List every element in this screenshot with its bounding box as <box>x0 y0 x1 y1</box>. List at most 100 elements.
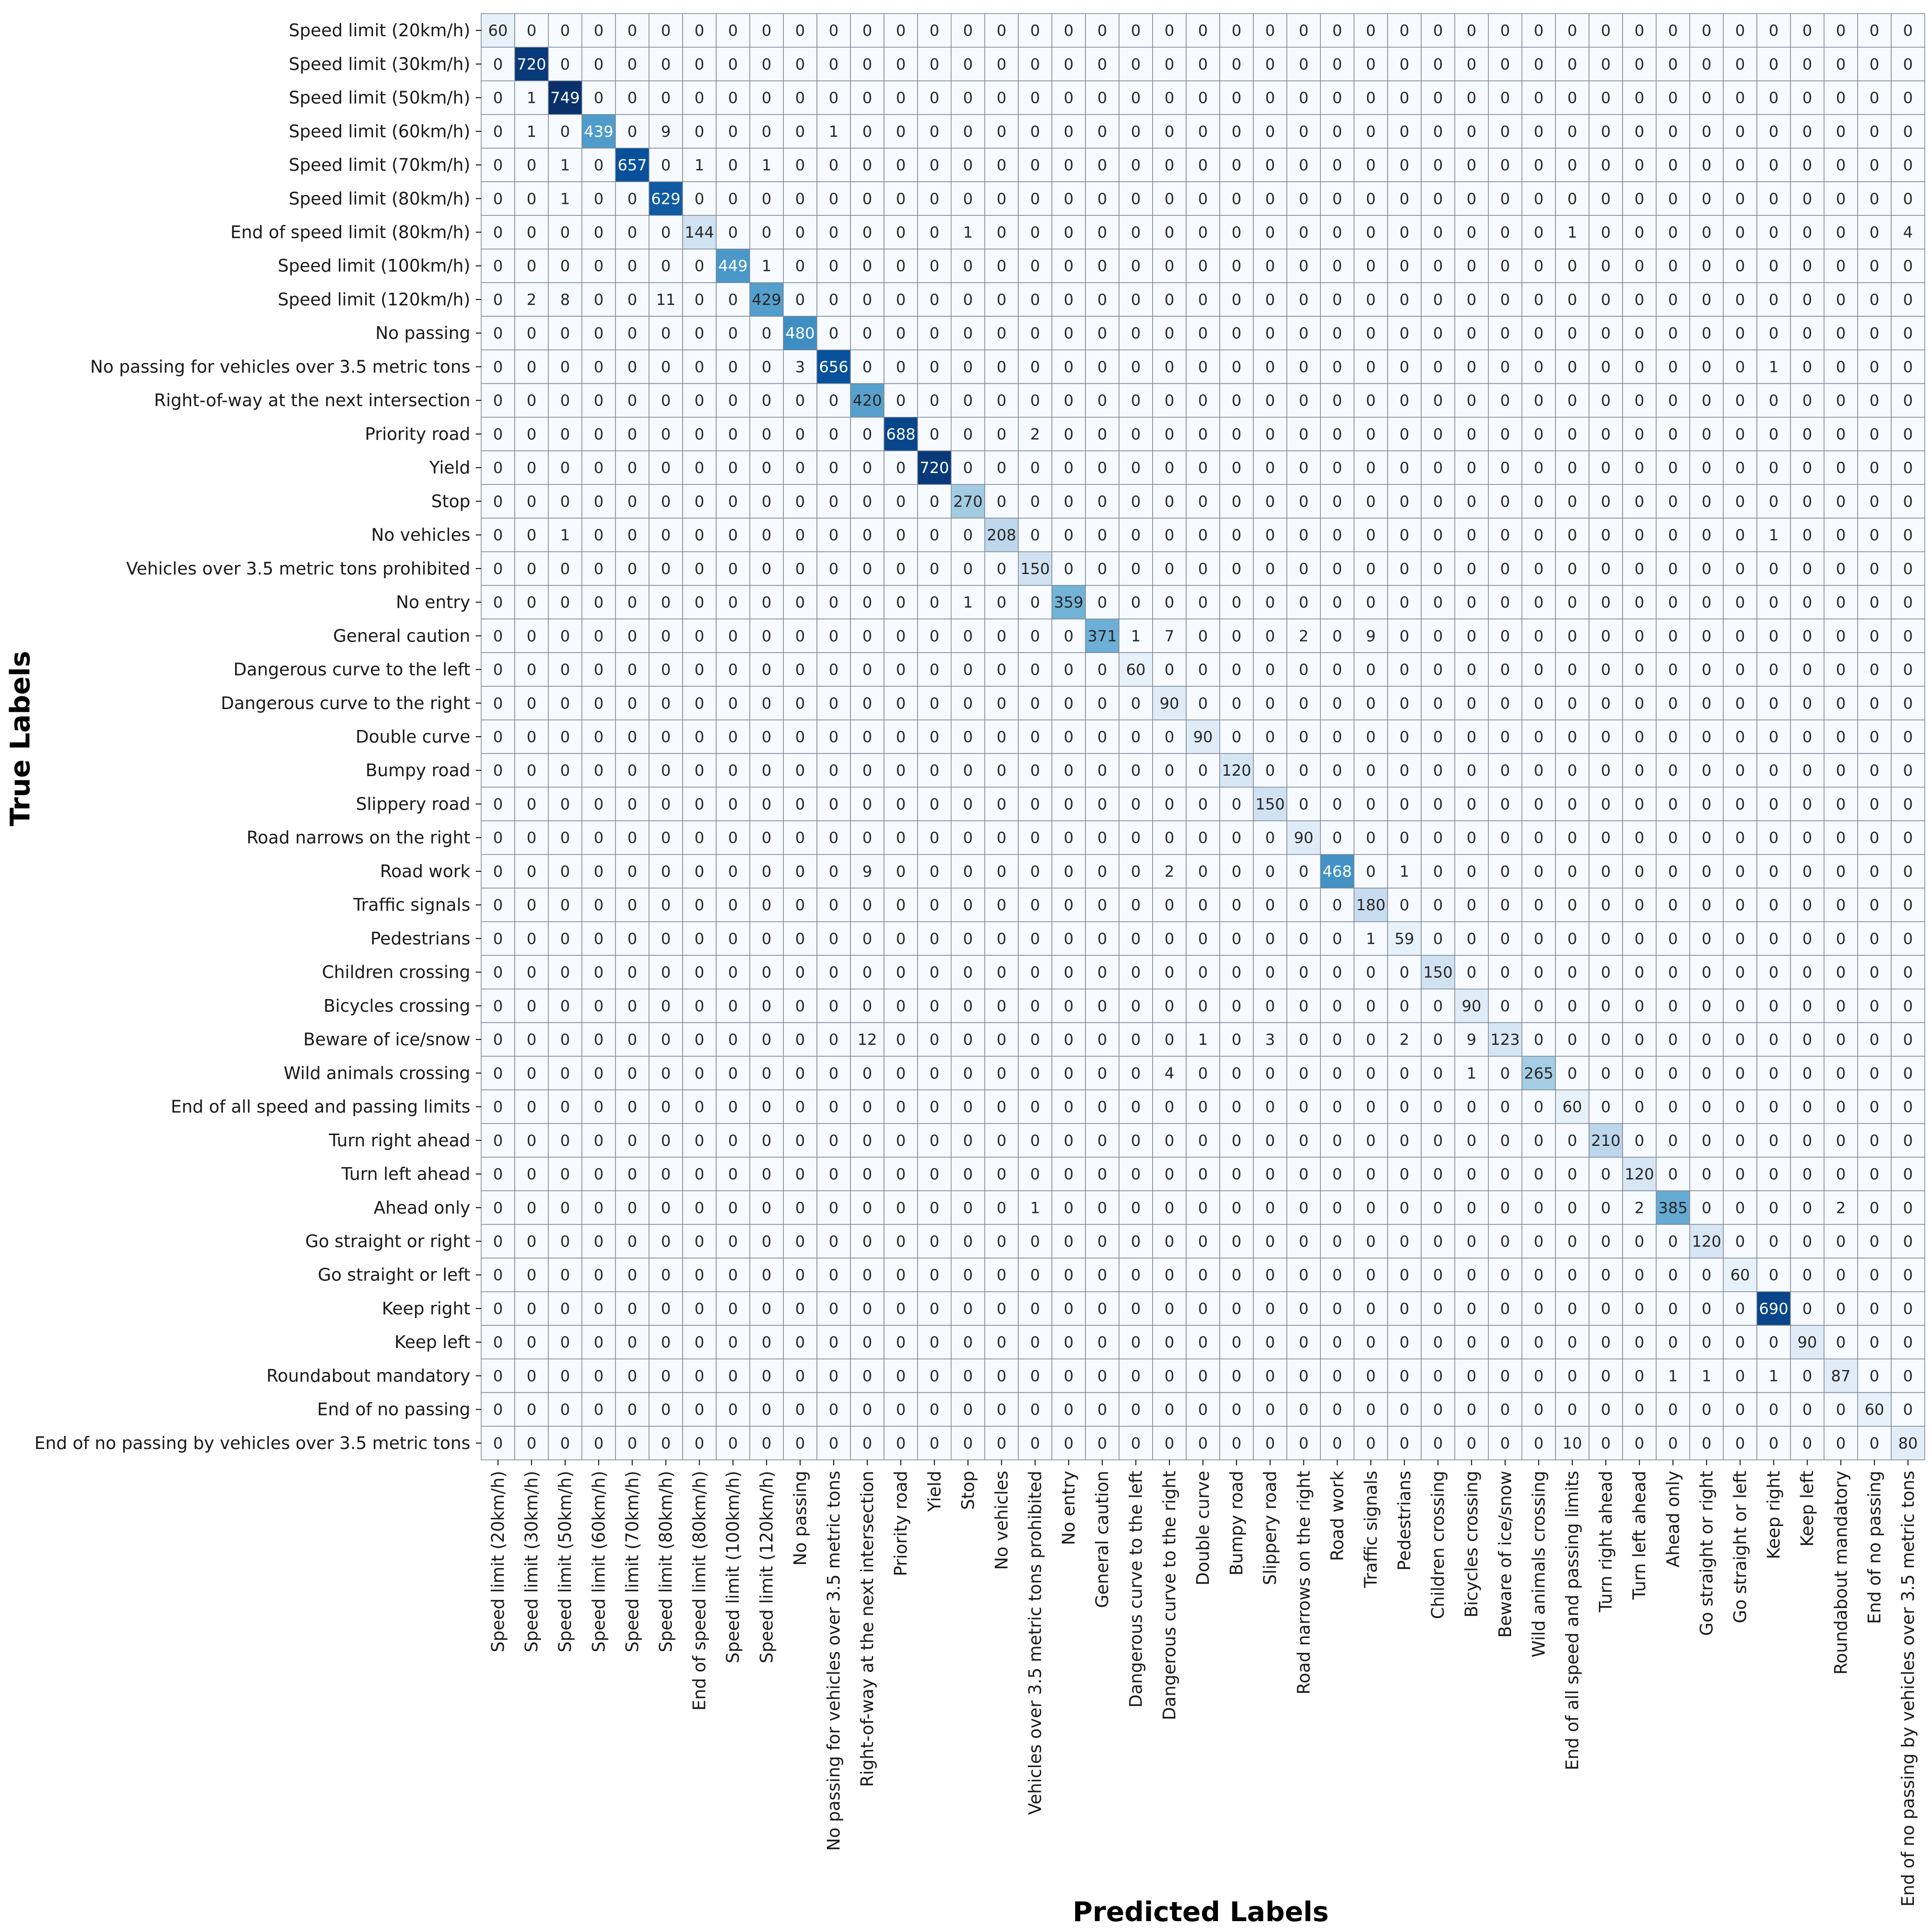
cell-value-label: 0 <box>1668 291 1678 309</box>
cell-value-label: 0 <box>1500 896 1510 914</box>
y-tick-label: Speed limit (70km/h) <box>289 155 470 175</box>
cell-value-label: 0 <box>628 997 638 1015</box>
cell-value-label: 0 <box>1903 291 1913 309</box>
cell-value-label: 0 <box>1534 89 1544 107</box>
cell-value-label: 0 <box>963 997 973 1015</box>
cell-value-label: 0 <box>1702 594 1712 612</box>
cell-value-label: 0 <box>1836 257 1846 275</box>
cell-value-label: 0 <box>1668 896 1678 914</box>
cell-value-label: 0 <box>1802 1300 1812 1318</box>
cell-value-label: 0 <box>1467 795 1477 813</box>
cell-value-label: 0 <box>1769 493 1779 511</box>
cell-value-label: 0 <box>1433 1333 1443 1352</box>
cell-value-label: 150 <box>1423 964 1453 982</box>
cell-value-label: 0 <box>594 22 604 40</box>
heatmap-cell <box>548 349 583 384</box>
cell-value-label: 0 <box>1265 896 1275 914</box>
heatmap-cell <box>1790 248 1825 283</box>
cell-value-label: 9 <box>661 123 671 141</box>
cell-value-label: 0 <box>1433 1300 1443 1318</box>
cell-value-label: 0 <box>1567 930 1577 948</box>
cell-value-label: 0 <box>1836 829 1846 847</box>
cell-value-label: 270 <box>953 493 983 511</box>
cell-value-label: 0 <box>929 964 939 982</box>
x-tick-label: Double curve <box>1193 1471 1213 1585</box>
cell-value-label: 0 <box>1265 89 1275 107</box>
cell-value-label: 0 <box>1366 762 1376 780</box>
heatmap-cell <box>984 47 1019 82</box>
cell-value-label: 0 <box>1299 863 1309 881</box>
cell-value-label: 0 <box>1097 1333 1107 1352</box>
y-tick-label: Vehicles over 3.5 metric tons prohibited <box>126 559 470 579</box>
cell-value-label: 0 <box>795 627 805 645</box>
cell-value-label: 0 <box>728 89 738 107</box>
heatmap-cell <box>917 13 952 48</box>
cell-value-label: 0 <box>1366 22 1376 40</box>
cell-value-label: 0 <box>1903 1165 1913 1183</box>
cell-value-label: 0 <box>1064 493 1074 511</box>
cell-value-label: 0 <box>1265 257 1275 275</box>
cell-value-label: 0 <box>1802 627 1812 645</box>
cell-value-label: 0 <box>661 1031 671 1049</box>
cell-value-label: 0 <box>1869 997 1879 1015</box>
cell-value-label: 0 <box>1232 1300 1241 1318</box>
cell-value-label: 0 <box>1668 1300 1678 1318</box>
cell-value-label: 0 <box>1634 358 1644 376</box>
cell-value-label: 657 <box>618 156 647 174</box>
cell-value-label: 0 <box>1769 1232 1779 1251</box>
cell-value-label: 0 <box>1836 392 1846 410</box>
cell-value-label: 0 <box>1433 224 1443 242</box>
cell-value-label: 0 <box>1366 224 1376 242</box>
cell-value-label: 720 <box>517 55 546 73</box>
cell-value-label: 0 <box>896 257 906 275</box>
cell-value-label: 0 <box>493 526 503 545</box>
cell-value-label: 0 <box>762 1199 772 1217</box>
cell-value-label: 429 <box>752 291 781 309</box>
cell-value-label: 0 <box>1265 1333 1275 1352</box>
cell-value-label: 0 <box>1735 896 1745 914</box>
cell-value-label: 0 <box>1299 1098 1309 1116</box>
cell-value-label: 0 <box>929 358 939 376</box>
heatmap-cell <box>1656 148 1690 182</box>
heatmap-cell <box>1521 47 1556 82</box>
cell-value-label: 0 <box>1198 829 1208 847</box>
cell-value-label: 0 <box>1265 493 1275 511</box>
cell-value-label: 0 <box>594 930 604 948</box>
cell-value-label: 0 <box>896 459 906 477</box>
cell-value-label: 0 <box>695 1435 705 1453</box>
cell-value-label: 0 <box>1903 156 1913 174</box>
heatmap-cell <box>1085 181 1120 216</box>
heatmap-cell <box>1085 148 1120 182</box>
cell-value-label: 0 <box>1400 627 1410 645</box>
cell-value-label: 0 <box>1500 997 1510 1015</box>
cell-value-label: 1 <box>1769 358 1779 376</box>
cell-value-label: 0 <box>628 89 638 107</box>
cell-value-label: 0 <box>1500 1165 1510 1183</box>
cell-value-label: 0 <box>628 1333 638 1352</box>
cell-value-label: 0 <box>1634 997 1644 1015</box>
heatmap-cell <box>850 13 884 48</box>
cell-value-label: 0 <box>1634 156 1644 174</box>
cell-value-label: 0 <box>829 1401 839 1419</box>
cell-value-label: 0 <box>526 1098 536 1116</box>
heatmap-cell <box>615 282 650 317</box>
cell-value-label: 0 <box>1634 762 1644 780</box>
cell-value-label: 0 <box>1164 1300 1174 1318</box>
cell-value-label: 0 <box>1232 627 1241 645</box>
heatmap-cell <box>1420 316 1455 351</box>
cell-value-label: 0 <box>929 695 939 713</box>
cell-value-label: 1 <box>762 257 772 275</box>
cell-value-label: 0 <box>1634 493 1644 511</box>
cell-value-label: 0 <box>1702 358 1712 376</box>
heatmap-cell <box>1085 80 1120 115</box>
cell-value-label: 0 <box>661 156 671 174</box>
cell-value-label: 0 <box>963 728 973 746</box>
heatmap-cell <box>884 282 918 317</box>
cell-value-label: 2 <box>526 291 536 309</box>
cell-value-label: 0 <box>1030 1098 1040 1116</box>
cell-value-label: 0 <box>1433 493 1443 511</box>
cell-value-label: 0 <box>762 1367 772 1385</box>
heatmap-cell <box>648 114 683 149</box>
x-tick-label: Speed limit (120km/h) <box>757 1471 777 1663</box>
cell-value-label: 0 <box>1064 1401 1074 1419</box>
